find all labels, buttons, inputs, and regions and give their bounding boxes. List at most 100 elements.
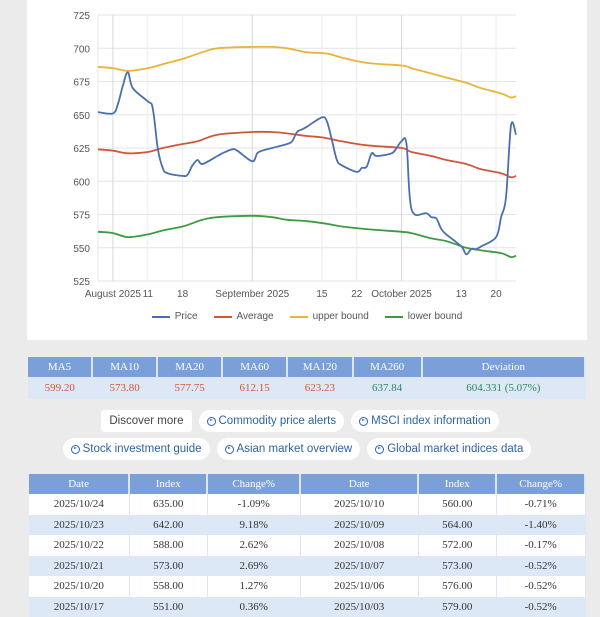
change-cell: 9.18%	[207, 515, 300, 536]
x-tick-label: 15	[316, 289, 328, 300]
legend-item-price[interactable]: Price	[152, 311, 198, 322]
y-tick-label: 625	[73, 144, 90, 155]
x-tick-label: 11	[143, 289, 154, 300]
index-cell: 564.00	[418, 515, 496, 536]
change-cell: -1.09%	[207, 494, 300, 515]
x-tick-label: October 2025	[371, 289, 432, 300]
link-label: Stock investment guide	[83, 441, 202, 457]
date-cell: 2025/10/22	[29, 535, 129, 556]
date-cell: 2025/10/21	[29, 556, 129, 577]
change-cell: 2.69%	[207, 556, 300, 577]
ma-header-ma120: MA120	[287, 357, 352, 377]
index-cell: 573.00	[418, 556, 496, 577]
link-stock-investment-guide[interactable]: Stock investment guide	[63, 438, 210, 460]
arrow-circle-icon	[359, 417, 368, 426]
series-line-average	[98, 132, 516, 178]
legend-swatch	[290, 316, 308, 318]
date-cell: 2025/10/08	[300, 535, 418, 556]
change-cell: 1.27%	[207, 576, 300, 597]
history-header-index: Index	[129, 474, 207, 494]
change-cell: -0.52%	[496, 556, 585, 577]
ma-value-ma60: 612.15	[222, 377, 287, 399]
link-msci-index-information[interactable]: MSCI index information	[351, 410, 499, 432]
link-label: Asian market overview	[237, 441, 353, 457]
legend-label: Average	[237, 311, 274, 322]
link-commodity-price-alerts[interactable]: Commodity price alerts	[199, 410, 345, 432]
index-cell: 558.00	[129, 576, 207, 597]
discover-more-label: Discover more	[101, 410, 191, 432]
date-cell: 2025/10/24	[29, 494, 129, 515]
y-tick-label: 525	[73, 277, 90, 288]
x-tick-label: September 2025	[215, 289, 289, 300]
ma-value-ma5: 599.20	[28, 377, 92, 399]
ma-header-ma10: MA10	[92, 357, 157, 377]
x-tick-label: August 2025	[85, 289, 142, 300]
history-header-change-pct: Change%	[496, 474, 585, 494]
x-tick-label: 13	[456, 289, 468, 300]
index-cell: 588.00	[129, 535, 207, 556]
date-cell: 2025/10/06	[300, 576, 418, 597]
change-cell: -1.40%	[496, 515, 585, 536]
y-tick-label: 675	[73, 78, 90, 89]
legend-label: upper bound	[313, 311, 369, 322]
date-cell: 2025/10/23	[29, 515, 129, 536]
index-cell: 576.00	[418, 576, 496, 597]
arrow-circle-icon	[207, 417, 216, 426]
history-header-change-pct: Change%	[207, 474, 300, 494]
history-header-date: Date	[29, 474, 129, 494]
y-tick-label: 575	[73, 211, 90, 222]
series-line-price	[98, 72, 516, 254]
legend-item-average[interactable]: Average	[214, 311, 274, 322]
legend-label: Price	[175, 311, 198, 322]
ma-header-ma260: MA260	[353, 357, 422, 377]
x-tick-label: 18	[177, 289, 189, 300]
chart-lines	[98, 47, 516, 257]
change-cell: 2.62%	[207, 535, 300, 556]
ma-value-ma20: 577.75	[157, 377, 222, 399]
link-label: Global market indices data	[387, 441, 523, 457]
y-tick-label: 700	[73, 44, 90, 55]
arrow-circle-icon	[71, 445, 80, 454]
arrow-circle-icon	[375, 445, 384, 454]
ma-value-deviation: 604.331 (5.07%)	[422, 377, 585, 399]
date-cell: 2025/10/20	[29, 576, 129, 597]
ma-value-ma10: 573.80	[92, 377, 157, 399]
x-tick-label: 20	[491, 289, 503, 300]
ma-header-deviation: Deviation	[422, 357, 585, 377]
ma-value-ma260: 637.84	[353, 377, 422, 399]
index-cell: 635.00	[129, 494, 207, 515]
legend-label: lower bound	[408, 311, 462, 322]
series-line-lower-bound	[98, 216, 516, 257]
link-label: MSCI index information	[371, 413, 491, 429]
y-tick-label: 550	[73, 244, 90, 255]
index-cell: 572.00	[418, 535, 496, 556]
x-tick-label: 22	[351, 289, 363, 300]
series-line-upper-bound	[98, 47, 516, 98]
link-asian-market-overview[interactable]: Asian market overview	[217, 438, 361, 460]
link-label: Commodity price alerts	[219, 413, 337, 429]
ma-header-ma5: MA5	[28, 357, 92, 377]
y-tick-label: 600	[73, 177, 90, 188]
legend-item-upper-bound[interactable]: upper bound	[290, 311, 369, 322]
link-global-market-indices-data[interactable]: Global market indices data	[367, 438, 531, 460]
change-cell: -0.52%	[496, 576, 585, 597]
legend-item-lower-bound[interactable]: lower bound	[385, 311, 462, 322]
index-cell: 642.00	[129, 515, 207, 536]
legend-swatch	[385, 316, 403, 318]
ma-header-ma60: MA60	[222, 357, 287, 377]
change-cell: -0.17%	[496, 535, 585, 556]
y-tick-label: 650	[73, 111, 90, 122]
ma-value-ma120: 623.23	[287, 377, 352, 399]
date-cell: 2025/10/10	[300, 494, 418, 515]
legend-swatch	[214, 316, 232, 318]
